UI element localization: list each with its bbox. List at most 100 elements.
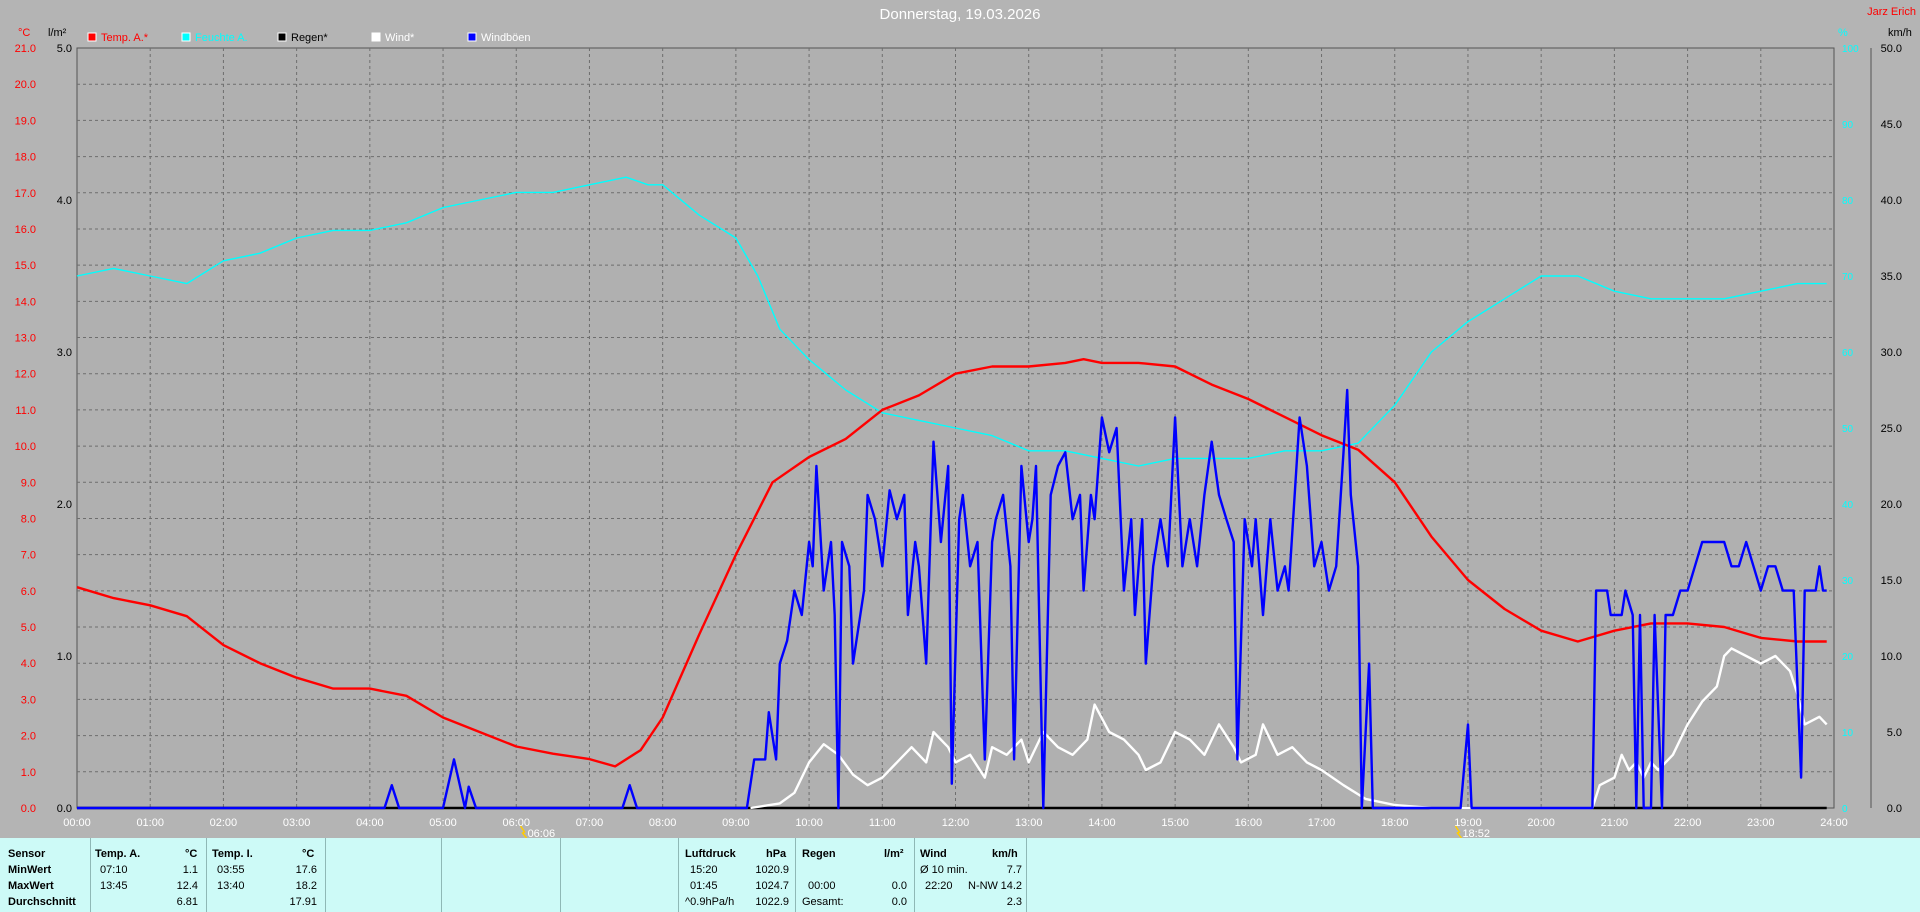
x-tick-label: 01:00 <box>136 817 164 829</box>
temp-tick-label: 10.0 <box>15 441 36 453</box>
wind-tick-label: 40.0 <box>1881 195 1902 207</box>
legend-swatch <box>371 32 381 42</box>
x-tick-label: 08:00 <box>649 817 677 829</box>
wind-tick-label: 0.0 <box>1887 803 1902 815</box>
wind-unit: km/h <box>992 848 1018 860</box>
wind-max-direction: N-NW <box>968 880 998 892</box>
humidity-tick-label: 90 <box>1842 120 1854 131</box>
wind-tick-label: 50.0 <box>1881 43 1902 55</box>
temp-tick-label: 13.0 <box>15 333 36 345</box>
station-name: Jarz Erich <box>1867 6 1916 18</box>
temp-tick-label: 18.0 <box>15 152 36 164</box>
sensor-header: Sensor <box>8 848 46 860</box>
temp-axis-unit: °C <box>18 27 30 39</box>
statistics-panel: Sensor MinWert MaxWert Durchschnitt Temp… <box>0 838 1920 912</box>
chart-legend: Temp. A.* Feuchte A. Regen* Wind* Windböen <box>87 32 531 44</box>
rain-max-time: 00:00 <box>808 880 836 892</box>
pressure-max-value: 1024.7 <box>755 880 789 892</box>
pressure-unit: hPa <box>766 848 787 860</box>
temp-a-max-value: 12.4 <box>176 880 198 892</box>
series-line-windb-en <box>77 388 1827 810</box>
x-tick-label: 09:00 <box>722 817 750 829</box>
x-tick-label: 05:00 <box>429 817 457 829</box>
humidity-tick-label: 40 <box>1842 500 1854 511</box>
rain-total-label: Gesamt: <box>802 896 844 908</box>
row-label-min: MinWert <box>8 864 52 876</box>
wind-tick-label: 35.0 <box>1881 271 1902 283</box>
temp-tick-label: 14.0 <box>15 296 36 308</box>
humidity-tick-label: 100 <box>1842 44 1859 55</box>
x-tick-label: 10:00 <box>795 817 823 829</box>
temp-tick-label: 4.0 <box>21 658 36 670</box>
temp-tick-label: 3.0 <box>21 694 36 706</box>
temp-tick-label: 9.0 <box>21 477 36 489</box>
data-series <box>76 176 1828 810</box>
rain-tick-label: 3.0 <box>57 347 72 359</box>
humidity-tick-label: 20 <box>1842 652 1854 663</box>
temp-tick-label: 8.0 <box>21 513 36 525</box>
x-tick-label: 07:00 <box>576 817 604 829</box>
x-tick-label: 24:00 <box>1820 817 1848 829</box>
humidity-tick-label: 0 <box>1842 804 1848 815</box>
temp-i-avg-value: 17.91 <box>289 896 317 908</box>
temp-i-max-value: 18.2 <box>295 880 317 892</box>
pressure-min-value: 1020.9 <box>755 864 789 876</box>
temp-tick-label: 20.0 <box>15 79 36 91</box>
x-tick-label: 12:00 <box>942 817 970 829</box>
temp-tick-label: 11.0 <box>15 405 36 417</box>
humidity-axis-unit: % <box>1838 27 1848 39</box>
x-tick-label: 13:00 <box>1015 817 1043 829</box>
legend-label: Temp. A.* <box>101 32 149 44</box>
temp-tick-label: 19.0 <box>15 115 36 127</box>
rain-axis-unit: l/m² <box>48 27 67 39</box>
x-tick-label: 17:00 <box>1308 817 1336 829</box>
wind-avg-value: 2.3 <box>1006 896 1022 908</box>
x-tick-label: 16:00 <box>1235 817 1263 829</box>
temp-tick-label: 7.0 <box>21 550 36 562</box>
wind-tick-label: 5.0 <box>1887 727 1902 739</box>
wind-header: Wind <box>920 848 947 860</box>
x-tick-label: 22:00 <box>1674 817 1702 829</box>
humidity-tick-label: 60 <box>1842 348 1854 359</box>
wind-tick-label: 30.0 <box>1881 347 1902 359</box>
temp-a-avg-value: 6.81 <box>176 896 198 908</box>
legend-label: Regen* <box>291 32 328 44</box>
x-tick-label: 21:00 <box>1601 817 1629 829</box>
x-tick-label: 20:00 <box>1527 817 1555 829</box>
series-line-wind <box>750 647 1828 810</box>
weather-chart: Donnerstag, 19.03.2026 Jarz Erich °C l/m… <box>14 6 1916 838</box>
temp-a-header: Temp. A. <box>95 848 141 860</box>
wind-tick-label: 45.0 <box>1881 119 1902 131</box>
temp-i-min-value: 17.6 <box>295 864 317 876</box>
chart-title: Donnerstag, 19.03.2026 <box>880 6 1041 23</box>
pressure-avg-value: 1022.9 <box>755 896 789 908</box>
row-label-max: MaxWert <box>8 880 54 892</box>
x-tick-label: 00:00 <box>63 817 91 829</box>
humidity-tick-label: 30 <box>1842 576 1854 587</box>
humidity-tick-label: 80 <box>1842 196 1854 207</box>
temp-i-min-time: 03:55 <box>217 864 245 876</box>
x-tick-label: 23:00 <box>1747 817 1775 829</box>
pressure-header: Luftdruck <box>685 848 736 860</box>
rain-unit: l/m² <box>884 848 904 860</box>
legend-swatch <box>181 32 191 42</box>
temp-tick-label: 2.0 <box>21 731 36 743</box>
wind-tick-label: 15.0 <box>1881 575 1902 587</box>
humidity-tick-label: 70 <box>1842 272 1854 283</box>
row-label-avg: Durchschnitt <box>8 896 76 908</box>
rain-tick-label: 4.0 <box>57 195 72 207</box>
humidity-tick-label: 10 <box>1842 728 1854 739</box>
temp-i-max-time: 13:40 <box>217 880 245 892</box>
x-tick-label: 15:00 <box>1161 817 1189 829</box>
x-tick-label: 18:00 <box>1381 817 1409 829</box>
temp-tick-label: 16.0 <box>15 224 36 236</box>
temp-tick-label: 21.0 <box>15 43 36 55</box>
temp-tick-label: 12.0 <box>15 369 36 381</box>
legend-label: Wind* <box>385 32 415 44</box>
temp-tick-label: 0.0 <box>21 803 36 815</box>
sunset-icon <box>1454 825 1463 838</box>
temp-tick-label: 1.0 <box>21 767 36 779</box>
wind-tick-label: 25.0 <box>1881 423 1902 435</box>
temp-i-header: Temp. I. <box>212 848 253 860</box>
legend-label: Feuchte A. <box>195 32 248 44</box>
